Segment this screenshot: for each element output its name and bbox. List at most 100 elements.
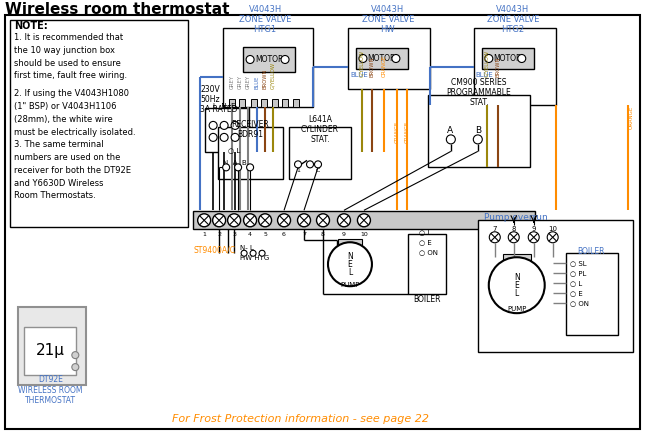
Bar: [478, 220, 633, 352]
Text: C: C: [316, 168, 320, 173]
Text: ○ ON: ○ ON: [419, 249, 438, 255]
Text: HW HTG: HW HTG: [240, 255, 270, 261]
Text: ORANGE: ORANGE: [629, 106, 634, 129]
Text: 3. The same terminal: 3. The same terminal: [14, 140, 104, 149]
Text: ○ SL: ○ SL: [570, 260, 586, 266]
Text: N: N: [514, 273, 520, 282]
Circle shape: [295, 161, 301, 168]
Circle shape: [220, 133, 228, 141]
Text: 10: 10: [548, 226, 557, 232]
Text: ORANGE: ORANGE: [381, 55, 386, 77]
Circle shape: [259, 214, 272, 227]
Text: NOTE:: NOTE:: [14, 21, 48, 30]
Text: PUMP: PUMP: [341, 282, 360, 288]
Text: BOILER: BOILER: [413, 295, 441, 304]
Text: RECEIVER
BDR91: RECEIVER BDR91: [231, 120, 269, 139]
Text: 230V
50Hz
3A RATED: 230V 50Hz 3A RATED: [200, 84, 237, 114]
Text: (1" BSP) or V4043H1106: (1" BSP) or V4043H1106: [14, 102, 117, 111]
Text: V4043H
ZONE VALVE
HW: V4043H ZONE VALVE HW: [362, 4, 414, 34]
Text: 5: 5: [263, 232, 267, 237]
Circle shape: [490, 232, 501, 243]
Text: 1: 1: [203, 232, 206, 237]
Circle shape: [297, 214, 310, 227]
Text: ○ PL: ○ PL: [570, 270, 586, 276]
Text: BOILER: BOILER: [577, 247, 604, 256]
Bar: [218, 127, 283, 179]
Circle shape: [241, 250, 247, 256]
Text: ○ E: ○ E: [570, 290, 582, 296]
Text: should be used to ensure: should be used to ensure: [14, 59, 121, 67]
Circle shape: [197, 214, 211, 227]
Text: N: N: [347, 252, 353, 261]
Text: the 10 way junction box: the 10 way junction box: [14, 46, 115, 55]
Text: numbers are used on the: numbers are used on the: [14, 153, 121, 162]
Text: 9: 9: [531, 226, 536, 232]
Circle shape: [223, 164, 230, 171]
Text: E: E: [514, 281, 519, 290]
Text: L: L: [348, 268, 352, 277]
Bar: [289, 127, 351, 179]
Text: BLUE: BLUE: [476, 72, 493, 79]
Circle shape: [446, 135, 455, 144]
Bar: [293, 99, 299, 107]
Text: B: B: [475, 126, 481, 135]
Circle shape: [528, 232, 539, 243]
Text: BLUE: BLUE: [350, 72, 368, 79]
Text: ○ E: ○ E: [419, 239, 432, 245]
Text: (28mm), the white wire: (28mm), the white wire: [14, 115, 113, 124]
Circle shape: [250, 250, 256, 256]
Text: BLUE: BLUE: [255, 76, 259, 89]
Text: must be electrically isolated.: must be electrically isolated.: [14, 127, 136, 136]
Circle shape: [337, 214, 350, 227]
Circle shape: [244, 214, 257, 227]
Bar: [408, 234, 446, 294]
Circle shape: [281, 55, 289, 63]
Text: GREY: GREY: [230, 76, 235, 89]
Text: L641A
CYLINDER
STAT.: L641A CYLINDER STAT.: [301, 114, 339, 144]
Text: 10: 10: [360, 232, 368, 237]
Bar: [428, 96, 530, 167]
Text: 1. It is recommended that: 1. It is recommended that: [14, 33, 124, 42]
Circle shape: [392, 55, 400, 63]
Bar: [205, 109, 249, 152]
Bar: [261, 99, 267, 107]
Text: ○ L: ○ L: [570, 280, 582, 286]
Circle shape: [328, 242, 372, 286]
Text: V4043H
ZONE VALVE
HTG1: V4043H ZONE VALVE HTG1: [239, 4, 292, 34]
Text: CM900 SERIES
PROGRAMMABLE
STAT.: CM900 SERIES PROGRAMMABLE STAT.: [446, 77, 511, 107]
Bar: [566, 253, 618, 335]
Text: G/YELLOW: G/YELLOW: [270, 62, 275, 89]
Circle shape: [508, 232, 519, 243]
Circle shape: [228, 214, 241, 227]
Bar: [223, 28, 313, 107]
Text: 1: 1: [296, 168, 300, 173]
Text: 7: 7: [493, 226, 497, 232]
Text: N  A  B: N A B: [223, 160, 247, 166]
Text: ORANGE: ORANGE: [394, 121, 399, 143]
Circle shape: [209, 122, 217, 129]
Text: ST9400A/C: ST9400A/C: [193, 246, 235, 255]
Circle shape: [231, 133, 239, 141]
Text: A: A: [447, 126, 453, 135]
Text: L  N  E: L N E: [213, 103, 235, 110]
Text: 2. If using the V4043H1080: 2. If using the V4043H1080: [14, 89, 130, 98]
Text: BROWN: BROWN: [495, 57, 501, 77]
Bar: [251, 99, 257, 107]
Text: 8: 8: [511, 226, 516, 232]
Circle shape: [220, 122, 228, 129]
Bar: [193, 211, 535, 229]
Text: Wireless room thermostat: Wireless room thermostat: [5, 2, 230, 17]
Circle shape: [489, 257, 545, 313]
Circle shape: [259, 250, 265, 256]
Text: Pump overrun: Pump overrun: [484, 213, 548, 222]
Text: 21µ: 21µ: [36, 342, 64, 358]
Text: 9: 9: [342, 232, 346, 237]
Circle shape: [277, 214, 290, 227]
Text: 2: 2: [217, 232, 221, 237]
Circle shape: [518, 55, 526, 63]
Text: G/YELLOW: G/YELLOW: [359, 51, 364, 77]
Bar: [356, 47, 408, 69]
Text: 6: 6: [282, 232, 286, 237]
Circle shape: [485, 55, 493, 63]
Text: N- L: N- L: [240, 245, 254, 251]
